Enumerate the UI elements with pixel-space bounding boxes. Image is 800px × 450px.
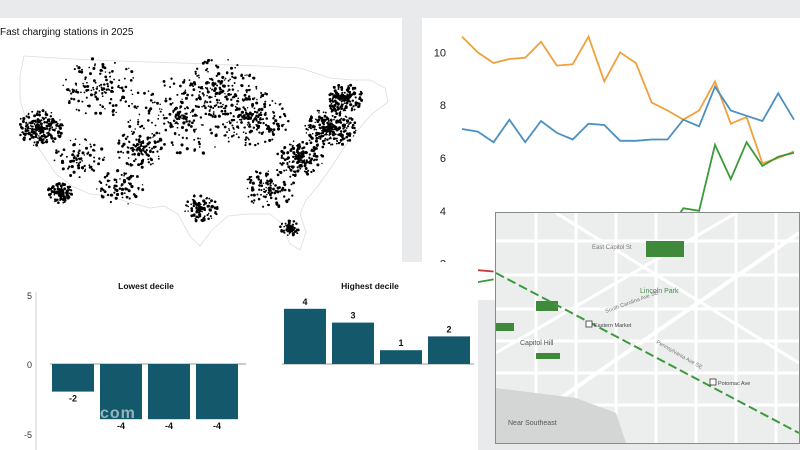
lowest-decile-bar-4 <box>196 364 238 420</box>
street-grid <box>496 213 799 443</box>
lowest-decile-bar-3 <box>148 364 190 420</box>
y-tick-minus-5: -5 <box>24 430 32 440</box>
park-block-mid <box>536 353 560 359</box>
river-area <box>496 388 626 443</box>
street-map-panel: East Capitol St Lincoln Park Capitol Hil… <box>495 212 800 444</box>
green-route-line <box>496 272 799 434</box>
lowest-decile-bar-label-3: -4 <box>165 421 173 431</box>
highest-decile-bar-1 <box>284 308 326 364</box>
lowest-decile-title: Lowest decile <box>118 281 174 291</box>
y-tick-label: 8 <box>440 100 446 112</box>
label-near-southeast: Near Southeast <box>508 420 557 427</box>
label-lincoln-park: Lincoln Park <box>640 288 679 295</box>
series-line-2 <box>461 84 795 144</box>
lowest-decile-bar-2 <box>100 364 142 420</box>
label-potomac-ave: Potomac Ave <box>718 381 750 387</box>
lowest-decile-bar-1 <box>52 364 94 392</box>
y-tick-label: 6 <box>440 153 446 165</box>
lowest-decile-bar-label-4: -4 <box>213 421 221 431</box>
watermark-text: com <box>100 405 136 422</box>
series-line-1 <box>461 34 795 165</box>
charging-stations-map-panel: Fast charging stations in 2025 <box>0 18 402 270</box>
street-map-svg: East Capitol St Lincoln Park Capitol Hil… <box>496 213 799 443</box>
highest-decile-bar-2 <box>332 322 374 364</box>
park-block-left <box>496 323 514 331</box>
lowest-decile-bar-label-2: -4 <box>117 421 125 431</box>
y-tick-label: 4 <box>440 206 446 218</box>
y-tick-5: 5 <box>27 291 32 301</box>
bar-charts-svg: Lowest decile Highest decile 5 0 -5 -2 -4… <box>24 281 474 450</box>
highest-decile-bar-label-1: 4 <box>302 297 307 307</box>
highest-decile-bar-3 <box>380 350 422 364</box>
label-eastern-market: Eastern Market <box>594 323 632 329</box>
label-capitol-hill: Capitol Hill <box>520 340 554 347</box>
highest-decile-bar-4 <box>428 336 470 364</box>
charging-station-dots <box>18 57 364 237</box>
metro-icon-eastern-market <box>585 320 593 328</box>
park-block-top <box>536 301 558 311</box>
highest-decile-bar-label-3: 1 <box>398 338 403 348</box>
label-east-capitol: East Capitol St <box>592 245 632 251</box>
metro-icon-potomac <box>709 378 717 386</box>
y-tick-0: 0 <box>27 360 32 370</box>
us-map <box>18 55 389 251</box>
lowest-decile-bar-label-1: -2 <box>69 394 77 404</box>
map-title: Fast charging stations in 2025 <box>0 27 134 38</box>
lincoln-park-block <box>646 241 684 257</box>
y-tick-label: 10 <box>434 47 446 59</box>
highest-decile-bar-label-4: 2 <box>446 324 451 334</box>
highest-decile-bar-label-2: 3 <box>350 311 355 321</box>
decile-bar-charts-panel: Lowest decile Highest decile 5 0 -5 -2 -4… <box>0 262 478 450</box>
highest-decile-title: Highest decile <box>341 281 399 291</box>
